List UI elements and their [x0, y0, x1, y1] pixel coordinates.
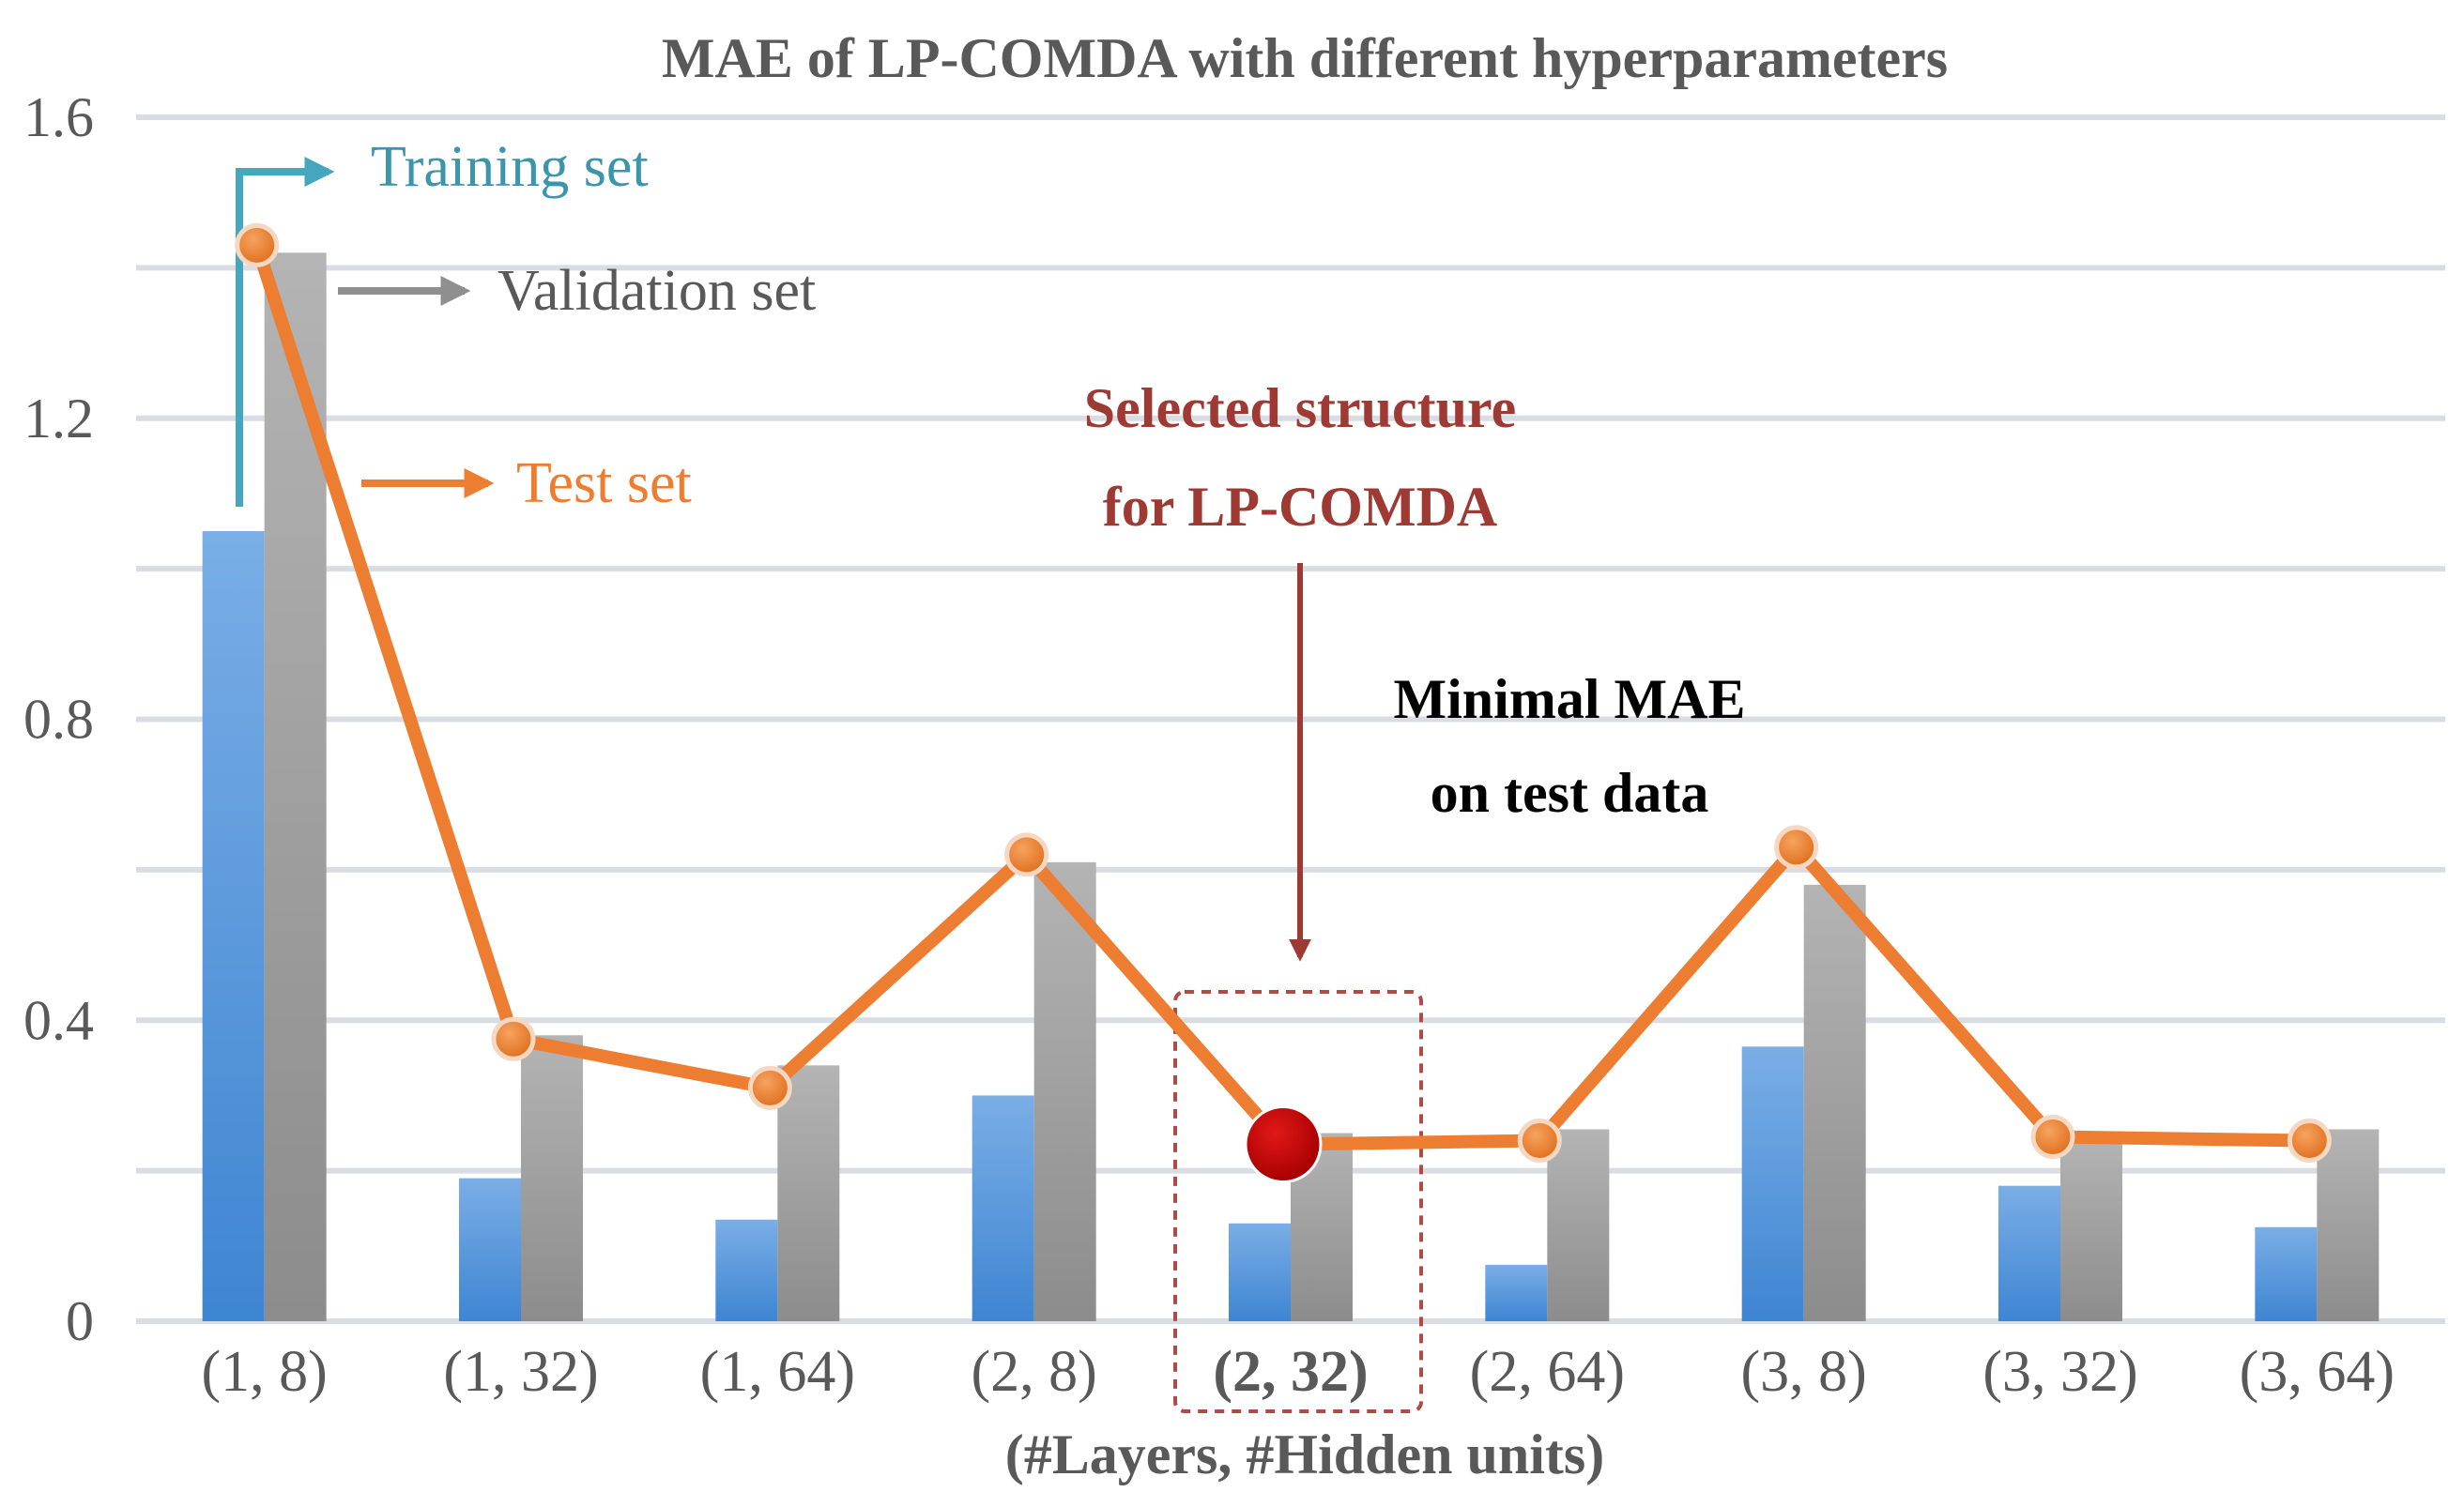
y-axis-ticks: 0 0.4 0.8 1.2 1.6 [23, 86, 94, 1352]
test-point [1774, 825, 1819, 870]
test-set-line [235, 222, 2332, 1184]
bar-validation [521, 1035, 583, 1321]
bar-validation [2060, 1136, 2122, 1321]
bar-training [1229, 1223, 1291, 1321]
x-tick-label: (3, 8) [1741, 1340, 1867, 1404]
bar-training [2255, 1226, 2318, 1321]
x-tick-label: (3, 32) [1982, 1340, 2137, 1404]
selected-highlight-box [1173, 990, 1423, 1413]
test-point [1004, 832, 1049, 877]
y-tick-label: 1.6 [23, 86, 94, 148]
bar-training [715, 1219, 778, 1321]
test-point [2287, 1119, 2332, 1164]
x-tick-label: (2, 8) [972, 1340, 1097, 1404]
minimal-annotation-line1: Minimal MAE [1394, 668, 1746, 730]
x-tick-label: (2, 64) [1470, 1340, 1625, 1404]
bar-training [202, 531, 265, 1321]
test-point-selected [1244, 1105, 1323, 1184]
bar-validation [1803, 884, 1866, 1321]
test-point [491, 1016, 536, 1061]
bar-training [1741, 1046, 1804, 1321]
bar-validation [777, 1065, 840, 1321]
x-tick-label: (1, 64) [700, 1340, 855, 1404]
bar-validation [1547, 1129, 1610, 1321]
test-point [235, 222, 280, 267]
y-tick-label: 1.2 [23, 388, 94, 449]
bar-training [459, 1178, 521, 1321]
bar-training [1998, 1185, 2060, 1321]
x-axis-label: (#Layers, #Hidden units) [1005, 1423, 1604, 1485]
chart-title: MAE of LP-COMDA with different hyperpara… [662, 27, 1948, 89]
bar-training [1485, 1264, 1548, 1321]
y-tick-label: 0.4 [23, 989, 94, 1051]
bars [202, 252, 2380, 1321]
test-point [747, 1065, 792, 1110]
test-point [1517, 1119, 1562, 1164]
y-tick-label: 0.8 [23, 689, 94, 751]
selected-annotation-line2: for LP-COMDA [1103, 476, 1497, 538]
test-point [2030, 1115, 2075, 1160]
bar-validation [1033, 861, 1096, 1321]
legend-validation: Validation set [497, 259, 816, 323]
y-tick-label: 0 [66, 1290, 94, 1352]
legend-test: Test set [516, 451, 692, 515]
bar-training [972, 1095, 1034, 1321]
minimal-annotation-line2: on test data [1431, 762, 1709, 824]
bar-validation [2317, 1129, 2380, 1321]
x-axis-ticks: (1, 8) (1, 32) (1, 64) (2, 8) (2, 32) (2, 64)… [202, 1340, 2395, 1404]
legend-training: Training set [371, 135, 649, 199]
training-arrow [236, 157, 335, 507]
x-tick-label: (1, 8) [202, 1340, 328, 1404]
x-tick-label: (2, 32) [1213, 1340, 1368, 1404]
x-tick-label: (1, 32) [443, 1340, 598, 1404]
selected-annotation-line1: Selected structure [1084, 377, 1516, 439]
x-tick-label: (3, 64) [2240, 1340, 2395, 1404]
